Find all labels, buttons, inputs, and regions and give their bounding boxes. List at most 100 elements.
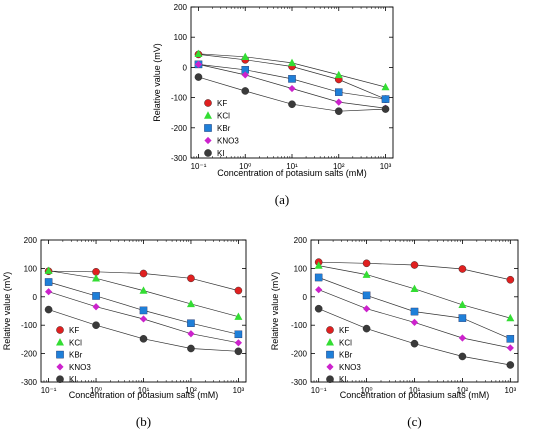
data-point-kcl bbox=[362, 270, 371, 278]
data-point-kno3 bbox=[234, 339, 243, 347]
data-point-kno3 bbox=[241, 71, 249, 79]
y-axis-label: Relative value (mV) bbox=[152, 43, 162, 122]
legend-label-kno3: KNO3 bbox=[339, 363, 361, 372]
legend-label-kbr: KBr bbox=[339, 351, 353, 360]
panel-label: (a) bbox=[275, 192, 289, 207]
y-axis-label: Relative value (mV) bbox=[270, 272, 280, 351]
legend-label-ki: KI bbox=[69, 375, 77, 384]
y-tick-label: -200 bbox=[171, 124, 188, 133]
data-point-kcl bbox=[234, 312, 243, 320]
data-point-kno3 bbox=[187, 330, 195, 338]
data-point-ki bbox=[458, 352, 467, 361]
y-tick-label: 100 bbox=[174, 33, 188, 42]
chart-panel-3: -300 -200 -100 0 100 200 10⁻¹ 10⁰ 10¹ 10² 10³ KF KCl… bbox=[270, 236, 519, 429]
data-point-ki bbox=[362, 324, 371, 333]
x-tick-label: 10² bbox=[333, 162, 345, 171]
y-tick-label: -200 bbox=[21, 350, 38, 359]
data-point-kbr bbox=[410, 307, 419, 316]
data-point-kbr bbox=[458, 314, 467, 322]
data-point-kf bbox=[139, 269, 148, 278]
chart-panel-1: -300 -200 -100 0 100 200 10⁻¹ 10⁰ 10¹ 10² 10³ KF KCl… bbox=[152, 3, 394, 207]
data-point-kno3 bbox=[362, 305, 371, 313]
legend-label-kf: KF bbox=[69, 326, 79, 335]
panel-label: (b) bbox=[136, 414, 151, 429]
legend-marker-kf bbox=[56, 326, 64, 334]
data-point-kcl bbox=[139, 286, 148, 294]
legend-marker-kno3 bbox=[56, 363, 64, 371]
x-tick-label: 10⁻¹ bbox=[191, 162, 207, 171]
data-point-ki bbox=[139, 335, 148, 343]
x-tick-label: 10⁰ bbox=[90, 386, 102, 395]
y-tick-label: 0 bbox=[303, 293, 308, 302]
x-tick-label: 10³ bbox=[505, 386, 517, 395]
data-point-ki bbox=[506, 361, 515, 369]
data-point-kcl bbox=[381, 82, 390, 91]
y-tick-label: 100 bbox=[24, 264, 38, 273]
data-point-kno3 bbox=[315, 286, 323, 294]
data-point-kcl bbox=[288, 58, 296, 67]
data-point-ki bbox=[234, 347, 243, 356]
data-point-kf bbox=[362, 259, 371, 268]
data-point-ki bbox=[92, 321, 100, 330]
data-point-kbr bbox=[139, 306, 148, 315]
data-point-kno3 bbox=[506, 344, 514, 352]
data-point-kbr bbox=[362, 291, 371, 300]
y-tick-label: -200 bbox=[291, 350, 308, 359]
y-tick-label: -300 bbox=[291, 378, 308, 387]
data-point-kbr bbox=[187, 319, 195, 327]
legend-label-kcl: KCl bbox=[339, 338, 352, 347]
data-point-kcl bbox=[410, 284, 419, 293]
data-point-kbr bbox=[288, 75, 296, 83]
legend-label-kno3: KNO3 bbox=[217, 137, 239, 146]
data-point-kno3 bbox=[92, 303, 100, 311]
x-tick-label: 10⁰ bbox=[361, 386, 373, 395]
legend-label-kf: KF bbox=[339, 326, 349, 335]
data-point-ki bbox=[241, 87, 250, 95]
data-point-kno3 bbox=[410, 318, 419, 326]
data-point-kbr bbox=[506, 335, 515, 343]
data-point-kno3 bbox=[288, 84, 296, 93]
y-tick-label: -100 bbox=[21, 321, 38, 330]
y-tick-label: -300 bbox=[171, 154, 188, 163]
data-point-kno3 bbox=[139, 315, 148, 323]
x-tick-label: 10⁻¹ bbox=[311, 386, 327, 395]
x-tick-label: 10³ bbox=[233, 386, 245, 395]
y-tick-label: -100 bbox=[291, 321, 308, 330]
legend-marker-kno3 bbox=[326, 363, 334, 371]
data-point-ki bbox=[194, 73, 203, 81]
data-point-kno3 bbox=[458, 334, 467, 342]
data-point-kno3 bbox=[44, 288, 53, 296]
legend-label-kbr: KBr bbox=[217, 124, 231, 133]
data-point-kf bbox=[187, 274, 195, 283]
x-tick-label: 10³ bbox=[380, 162, 392, 171]
data-point-kcl bbox=[314, 261, 323, 269]
data-point-kbr bbox=[44, 278, 53, 286]
x-tick-label: 10² bbox=[457, 386, 469, 395]
y-tick-label: 200 bbox=[294, 236, 308, 245]
x-axis-label: Concentration of potasium salts (mM) bbox=[69, 390, 219, 400]
data-point-kbr bbox=[314, 273, 323, 282]
data-point-kcl bbox=[506, 313, 515, 322]
data-point-kf bbox=[234, 286, 243, 295]
data-point-kbr bbox=[335, 88, 343, 96]
legend-marker-kbr bbox=[204, 124, 212, 132]
data-point-kcl bbox=[186, 299, 195, 308]
legend-marker-kno3 bbox=[204, 136, 212, 145]
legend-marker-ki bbox=[326, 375, 334, 384]
legend-marker-kbr bbox=[56, 350, 64, 359]
y-tick-label: 200 bbox=[24, 236, 38, 245]
y-tick-label: -100 bbox=[171, 94, 188, 103]
data-point-ki bbox=[314, 304, 323, 313]
data-point-kcl bbox=[334, 70, 343, 79]
data-point-kf bbox=[506, 275, 515, 284]
data-point-kf bbox=[458, 265, 467, 273]
data-point-kcl bbox=[241, 52, 250, 61]
y-tick-label: -300 bbox=[21, 378, 38, 387]
panel-label: (c) bbox=[407, 414, 421, 429]
x-axis-label: Concentration of potasium salts (mM) bbox=[340, 390, 490, 400]
legend-label-kf: KF bbox=[217, 99, 227, 108]
legend-marker-kcl bbox=[204, 111, 212, 119]
data-point-ki bbox=[410, 339, 419, 348]
data-point-kf bbox=[410, 261, 419, 269]
